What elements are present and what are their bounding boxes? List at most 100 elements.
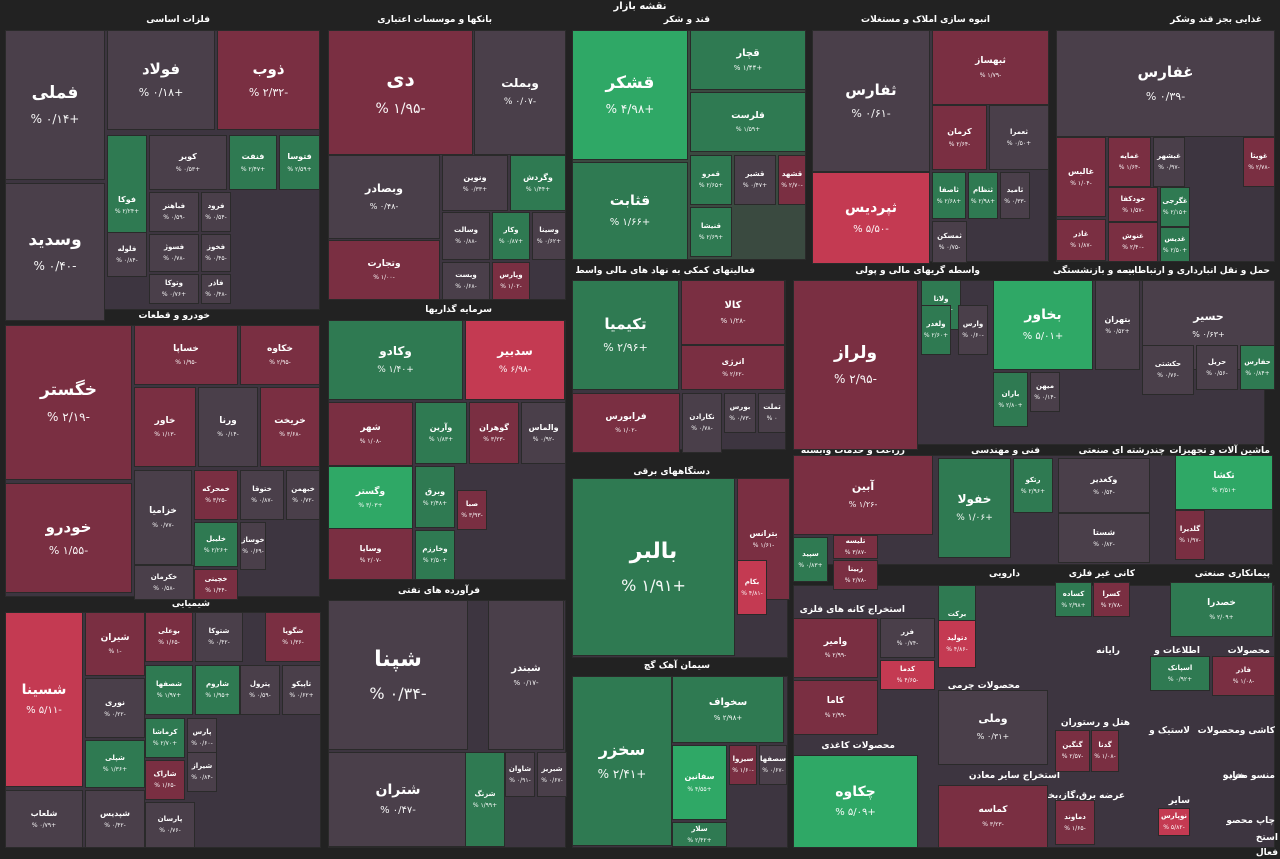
stock-tile[interactable]: سیزوا -۱/۶۰ % <box>729 745 757 785</box>
stock-tile[interactable]: بوعلی -۱/۶۵ % <box>145 612 193 662</box>
stock-tile[interactable]: خمحرکه -۳/۲۵ % <box>194 470 238 520</box>
stock-tile[interactable]: فلوله -۰/۸۴ % <box>107 232 147 277</box>
stock-tile[interactable]: نوری -۰/۲۲ % <box>85 678 145 738</box>
stock-tile[interactable]: دی -۱/۹۵ % <box>328 30 473 155</box>
stock-tile[interactable]: شگویا -۱/۳۶ % <box>265 612 321 662</box>
stock-tile[interactable]: شاوان -۰/۹۱ % <box>505 752 535 797</box>
stock-tile[interactable]: فملی +۰/۱۴ % <box>5 30 105 180</box>
stock-tile[interactable]: وخارزم +۲/۵۰ % <box>415 530 455 580</box>
stock-tile[interactable]: گنگین -۲/۵۷ % <box>1055 730 1090 772</box>
stock-tile[interactable]: خریخت -۳/۶۸ % <box>260 387 320 467</box>
stock-tile[interactable]: شپنا -۰/۳۴ % <box>328 600 468 750</box>
stock-tile[interactable]: خودکفا -۱/۵۷ % <box>1108 187 1158 222</box>
stock-tile[interactable]: وبصادر -۰/۴۸ % <box>328 155 440 239</box>
stock-tile[interactable]: قمرو +۲/۶۵ % <box>690 155 732 205</box>
stock-tile[interactable]: ثاصفا +۲/۶۸ % <box>932 172 966 219</box>
stock-tile[interactable]: کالا -۱/۲۸ % <box>681 280 785 345</box>
stock-tile[interactable]: وکار +۰/۸۷ % <box>492 212 530 260</box>
stock-tile[interactable]: تاپیکو +۰/۶۲ % <box>282 665 321 715</box>
stock-tile[interactable]: سخواف +۲/۹۸ % <box>672 676 784 743</box>
stock-tile[interactable]: غدیس +۲/۵۰ % <box>1160 227 1190 262</box>
stock-tile[interactable]: وبملت -۰/۰۷ % <box>474 30 566 155</box>
stock-tile[interactable]: والماس -۰/۹۲ % <box>521 402 566 464</box>
stock-tile[interactable]: وبست -۰/۶۸ % <box>442 262 490 300</box>
stock-tile[interactable]: شپدیس -۰/۴۲ % <box>85 790 145 848</box>
stock-tile[interactable]: کساده +۲/۹۸ % <box>1055 582 1092 617</box>
stock-tile[interactable]: خکاوه -۲/۹۵ % <box>240 325 320 385</box>
stock-tile[interactable]: سلار +۲/۴۲ % <box>672 822 727 847</box>
stock-tile[interactable]: شیران -۱ % <box>85 612 145 676</box>
stock-tile[interactable]: وبرق +۲/۴۸ % <box>415 466 455 528</box>
stock-tile[interactable]: نوپارس -۵/۸۲ % <box>1158 808 1190 836</box>
stock-tile[interactable]: شزنگ +۱/۹۹ % <box>465 752 505 847</box>
stock-tile[interactable]: ثعمرا +۰/۵۰ % <box>989 105 1049 170</box>
stock-tile[interactable]: ثفارس -۰/۶۱ % <box>812 30 930 172</box>
stock-tile[interactable]: خساپا -۱/۹۵ % <box>134 325 238 385</box>
stock-tile[interactable]: آبین -۱/۲۶ % <box>793 455 933 535</box>
stock-tile[interactable]: ثامید -۰/۳۳ % <box>1000 172 1030 219</box>
stock-tile[interactable]: صبا -۳/۹۳ % <box>457 490 487 530</box>
stock-tile[interactable]: خاور -۱/۱۳ % <box>134 387 196 467</box>
stock-tile[interactable]: شسینا -۵/۱۱ % <box>5 612 83 787</box>
stock-tile[interactable]: فاذر -۰/۴۸ % <box>201 274 231 304</box>
stock-tile[interactable]: گدنا -۱/۰۸ % <box>1091 730 1119 772</box>
stock-tile[interactable]: حکشتی -۰/۷۶ % <box>1142 345 1194 395</box>
stock-tile[interactable]: شهر -۱/۰۸ % <box>328 402 413 466</box>
stock-tile[interactable]: سپید +۰/۸۳ % <box>793 537 828 582</box>
stock-tile[interactable]: ثمسکن -۰/۷۵ % <box>932 221 967 263</box>
stock-tile[interactable]: قشیر +۰/۴۷ % <box>734 155 776 205</box>
stock-tile[interactable]: گوهران -۳/۲۳ % <box>469 402 519 464</box>
stock-tile[interactable]: خبهمن -۰/۷۲ % <box>286 470 320 520</box>
stock-tile[interactable]: وپارس -۱/۰۲ % <box>492 262 530 300</box>
stock-tile[interactable]: شاروم +۱/۹۵ % <box>195 665 240 715</box>
stock-tile[interactable]: فولاد +۰/۱۸ % <box>107 30 215 130</box>
stock-tile[interactable]: رتکو +۲/۹۶ % <box>1013 458 1053 513</box>
stock-tile[interactable]: گلدیرا -۱/۹۷ % <box>1175 510 1205 560</box>
stock-tile[interactable]: غمایه -۱/۶۴ % <box>1108 137 1151 187</box>
stock-tile[interactable]: قلرست +۱/۵۹ % <box>690 92 806 152</box>
stock-tile[interactable]: انرژی -۲/۶۲ % <box>681 345 785 390</box>
stock-tile[interactable]: وسالت -۰/۸۸ % <box>442 212 490 260</box>
stock-tile[interactable]: غنوش -۲/۴۰ % <box>1108 222 1158 262</box>
stock-tile[interactable]: خچینی -۱/۴۴ % <box>194 569 238 600</box>
stock-tile[interactable]: بخاور +۵/۰۱ % <box>993 280 1093 370</box>
stock-tile[interactable]: وکغدیر -۰/۵۴ % <box>1058 458 1150 513</box>
stock-tile[interactable]: چکاوه +۵/۰۹ % <box>793 755 918 848</box>
stock-tile[interactable]: کماسه -۳/۲۳ % <box>938 785 1048 848</box>
stock-tile[interactable]: ولراز -۲/۹۵ % <box>793 280 918 450</box>
stock-tile[interactable]: خکرمان -۰/۵۸ % <box>134 565 194 600</box>
stock-tile[interactable]: کرمان -۲/۶۴ % <box>932 105 987 170</box>
stock-tile[interactable]: بورس -۰/۷۳ % <box>724 393 756 433</box>
stock-tile[interactable]: حفارس +۰/۸۴ % <box>1240 345 1275 390</box>
stock-tile[interactable]: غگرجی +۲/۱۵ % <box>1160 187 1190 227</box>
stock-tile[interactable]: خزامیا -۰/۷۷ % <box>134 470 192 565</box>
stock-tile[interactable]: وآرین +۱/۸۳ % <box>415 402 467 464</box>
stock-tile[interactable]: ثنظام +۲/۹۸ % <box>968 172 998 219</box>
stock-tile[interactable]: خلیبل +۲/۲۶ % <box>194 522 238 567</box>
stock-tile[interactable]: وسایا -۲/۰۷ % <box>328 528 413 580</box>
stock-tile[interactable]: خگستر -۲/۱۹ % <box>5 325 132 480</box>
stock-tile[interactable]: وگردش +۱/۴۴ % <box>510 155 566 211</box>
stock-tile[interactable]: پترول -۰/۵۹ % <box>240 665 280 715</box>
stock-tile[interactable]: کسرا -۲/۷۸ % <box>1093 582 1130 617</box>
stock-tile[interactable]: وملی +۰/۳۱ % <box>938 690 1048 765</box>
stock-tile[interactable]: ولغدر +۲/۶۰ % <box>921 305 951 355</box>
stock-tile[interactable]: خودرو -۱/۵۵ % <box>5 483 132 593</box>
stock-tile[interactable]: غاذر -۱/۸۷ % <box>1056 219 1106 261</box>
stock-tile[interactable]: شبریز -۰/۶۷ % <box>537 752 567 797</box>
stock-tile[interactable]: وسینا +۰/۶۲ % <box>532 212 566 260</box>
stock-tile[interactable]: ذوب -۲/۳۲ % <box>217 30 320 130</box>
stock-tile[interactable]: سفانین +۴/۵۵ % <box>672 745 727 820</box>
stock-tile[interactable]: سصفها -۰/۶۷ % <box>759 745 787 785</box>
stock-tile[interactable]: غالبس -۱/۰۴ % <box>1056 137 1106 217</box>
stock-tile[interactable]: شیراز -۰/۸۴ % <box>187 752 217 792</box>
stock-tile[interactable]: فباهنر -۰/۵۹ % <box>149 192 199 232</box>
stock-tile[interactable]: فزر -۰/۷۴ % <box>880 618 935 658</box>
stock-tile[interactable]: غفارس -۰/۳۹ % <box>1056 30 1275 137</box>
stock-tile[interactable]: قشکر +۴/۹۸ % <box>572 30 688 160</box>
stock-tile[interactable]: ثبهساز -۱/۷۹ % <box>932 30 1049 105</box>
stock-tile[interactable]: شبندر -۰/۱۷ % <box>488 600 564 750</box>
stock-tile[interactable]: کدما -۴/۶۵ % <box>880 660 935 690</box>
stock-tile[interactable]: دماوند -۱/۶۵ % <box>1055 800 1095 845</box>
stock-tile[interactable]: بتهران +۰/۵۲ % <box>1095 280 1140 370</box>
